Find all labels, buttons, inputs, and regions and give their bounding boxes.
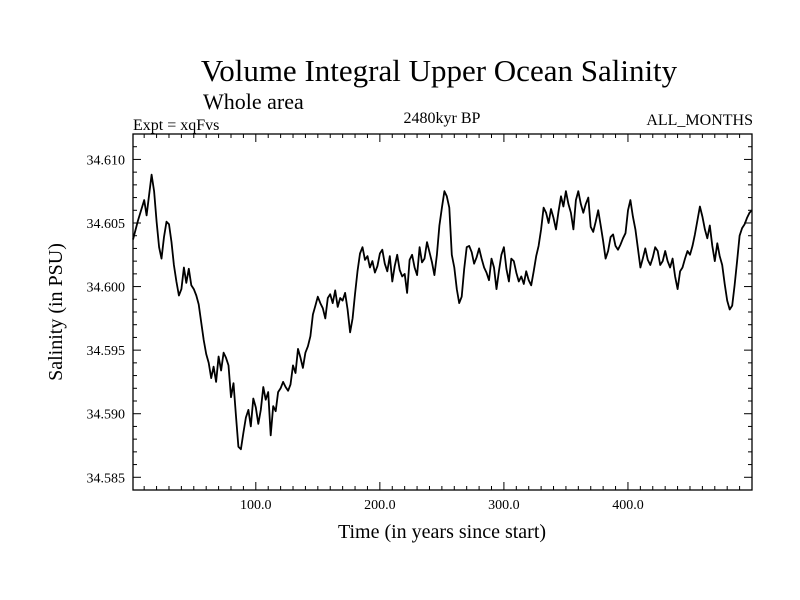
x-tick-label: 200.0 <box>364 498 396 513</box>
x-tick-label: 300.0 <box>488 498 520 513</box>
y-tick-label: 34.590 <box>87 408 126 423</box>
y-tick-label: 34.610 <box>87 153 126 168</box>
x-axis-ticks <box>143 134 753 490</box>
plot-frame <box>132 133 753 491</box>
y-axis-ticks <box>133 133 752 491</box>
y-axis-tick-labels: 34.585 34.590 34.595 34.600 34.605 34.610 <box>87 153 126 486</box>
y-axis-label: Salinity (in PSU) <box>45 243 67 381</box>
x-tick-label: 400.0 <box>612 498 644 513</box>
y-tick-label: 34.605 <box>87 217 126 232</box>
period-label: 2480kyr BP <box>404 110 481 127</box>
y-tick-label: 34.595 <box>87 344 126 359</box>
x-tick-label: 100.0 <box>240 498 272 513</box>
y-tick-label: 34.600 <box>87 281 126 296</box>
chart-title: Volume Integral Upper Ocean Salinity <box>201 53 678 88</box>
experiment-label: Expt = xqFvs <box>133 117 219 134</box>
x-axis-label: Time (in years since start) <box>338 521 546 543</box>
y-tick-label: 34.585 <box>87 471 126 486</box>
x-axis-tick-labels: 100.0 200.0 300.0 400.0 <box>240 498 644 513</box>
salinity-series-line <box>132 173 753 451</box>
chart-subtitle: Whole area <box>203 89 304 114</box>
months-label: ALL_MONTHS <box>646 112 753 129</box>
